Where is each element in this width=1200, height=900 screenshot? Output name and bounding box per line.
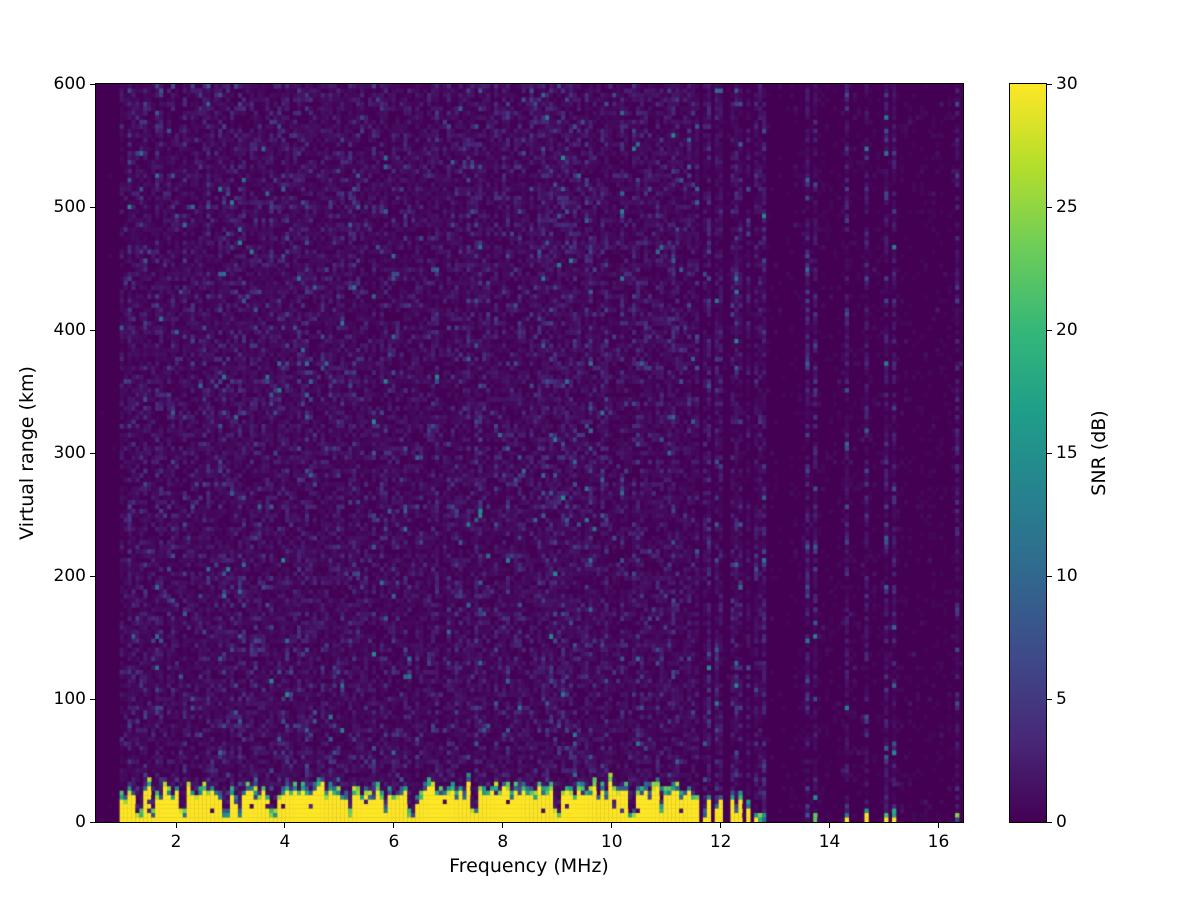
colorbar-tick-mark	[1047, 452, 1052, 454]
y-tick-label: 300	[53, 443, 86, 463]
x-tick-mark	[829, 823, 831, 828]
x-tick-mark	[611, 823, 613, 828]
colorbar-tick-mark	[1047, 206, 1052, 208]
x-tick-mark	[175, 823, 177, 828]
colorbar-canvas	[1010, 84, 1046, 822]
y-tick-mark	[90, 821, 95, 823]
colorbar-tick-mark	[1047, 698, 1052, 700]
colorbar-tick-label: 10	[1056, 566, 1078, 586]
heatmap-canvas	[96, 84, 963, 822]
colorbar-tick-label: 25	[1056, 197, 1078, 217]
x-tick-mark	[937, 823, 939, 828]
x-tick-label: 12	[709, 832, 732, 852]
y-tick-label: 400	[53, 320, 86, 340]
y-tick-mark	[90, 83, 95, 85]
colorbar-tick-label: 15	[1056, 443, 1078, 463]
y-tick-mark	[90, 329, 95, 331]
x-axis-label: Frequency (MHz)	[449, 855, 609, 877]
x-tick-label: 14	[818, 832, 841, 852]
colorbar	[1009, 83, 1047, 823]
y-tick-label: 600	[53, 74, 86, 94]
x-tick-label: 4	[279, 832, 291, 852]
x-tick-label: 6	[388, 832, 400, 852]
y-tick-label: 0	[75, 812, 86, 832]
x-tick-label: 16	[927, 832, 950, 852]
x-tick-mark	[720, 823, 722, 828]
y-tick-mark	[90, 452, 95, 454]
colorbar-tick-label: 0	[1056, 812, 1067, 832]
x-tick-label: 10	[600, 832, 623, 852]
y-tick-label: 200	[53, 566, 86, 586]
colorbar-tick-label: 30	[1056, 74, 1078, 94]
x-tick-mark	[502, 823, 504, 828]
colorbar-tick-mark	[1047, 821, 1052, 823]
colorbar-tick-label: 20	[1056, 320, 1078, 340]
y-tick-mark	[90, 698, 95, 700]
x-tick-mark	[284, 823, 286, 828]
y-tick-label: 500	[53, 197, 86, 217]
x-tick-label: 8	[497, 832, 509, 852]
y-tick-mark	[90, 206, 95, 208]
y-tick-mark	[90, 575, 95, 577]
colorbar-tick-mark	[1047, 83, 1052, 85]
colorbar-tick-mark	[1047, 575, 1052, 577]
colorbar-tick-label: 5	[1056, 689, 1067, 709]
y-tick-label: 100	[53, 689, 86, 709]
colorbar-tick-mark	[1047, 329, 1052, 331]
x-tick-label: 2	[170, 832, 182, 852]
x-tick-mark	[393, 823, 395, 828]
plot-area	[95, 83, 964, 823]
